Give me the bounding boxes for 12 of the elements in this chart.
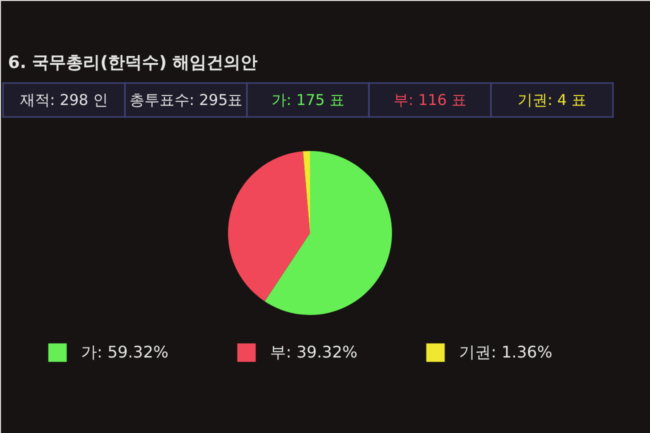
text: 총투표수: 295표: [129, 91, 243, 109]
text: 재적: 298 인: [20, 91, 108, 109]
pie-slice: [303, 151, 310, 233]
text: 기권: 4 표: [517, 91, 587, 109]
text: 가: 175 표: [271, 91, 345, 109]
text: 부: 116 표: [393, 91, 467, 109]
legend-label: 기권: 1.36%: [459, 342, 552, 362]
pie-slice: [228, 151, 310, 302]
chart-title: 6. 국무총리(한덕수) 해임건의안: [8, 53, 258, 73]
pie-slice: [264, 151, 392, 315]
legend-label: 가: 59.32%: [81, 342, 168, 362]
legend-label: 부: 39.32%: [270, 342, 358, 362]
